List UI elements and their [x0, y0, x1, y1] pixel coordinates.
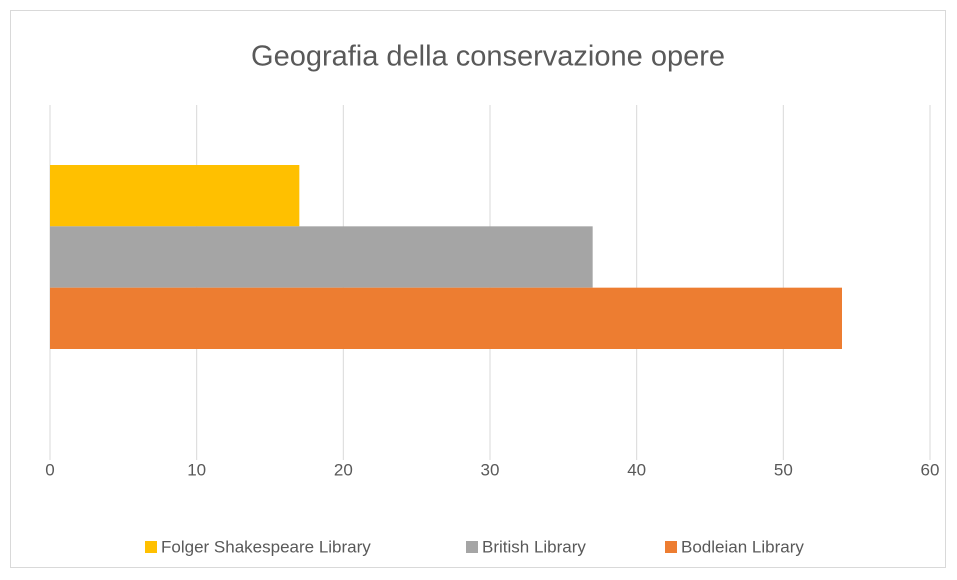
bar — [50, 165, 300, 227]
x-tick-label: 40 — [627, 460, 646, 479]
legend-label: Folger Shakespeare Library — [161, 537, 371, 556]
legend-label: British Library — [482, 537, 586, 556]
legend-swatch — [466, 541, 478, 553]
x-tick-label: 50 — [774, 460, 793, 479]
bar — [50, 287, 842, 349]
x-tick-label: 60 — [921, 460, 940, 479]
x-tick-label: 20 — [334, 460, 353, 479]
x-tick-label: 10 — [187, 460, 206, 479]
x-tick-label: 30 — [481, 460, 500, 479]
legend-label: Bodleian Library — [681, 537, 804, 556]
legend-swatch — [145, 541, 157, 553]
x-tick-label: 0 — [45, 460, 54, 479]
chart-title: Geografia della conservazione opere — [251, 41, 725, 73]
legend-swatch — [665, 541, 677, 553]
bar — [50, 226, 593, 288]
